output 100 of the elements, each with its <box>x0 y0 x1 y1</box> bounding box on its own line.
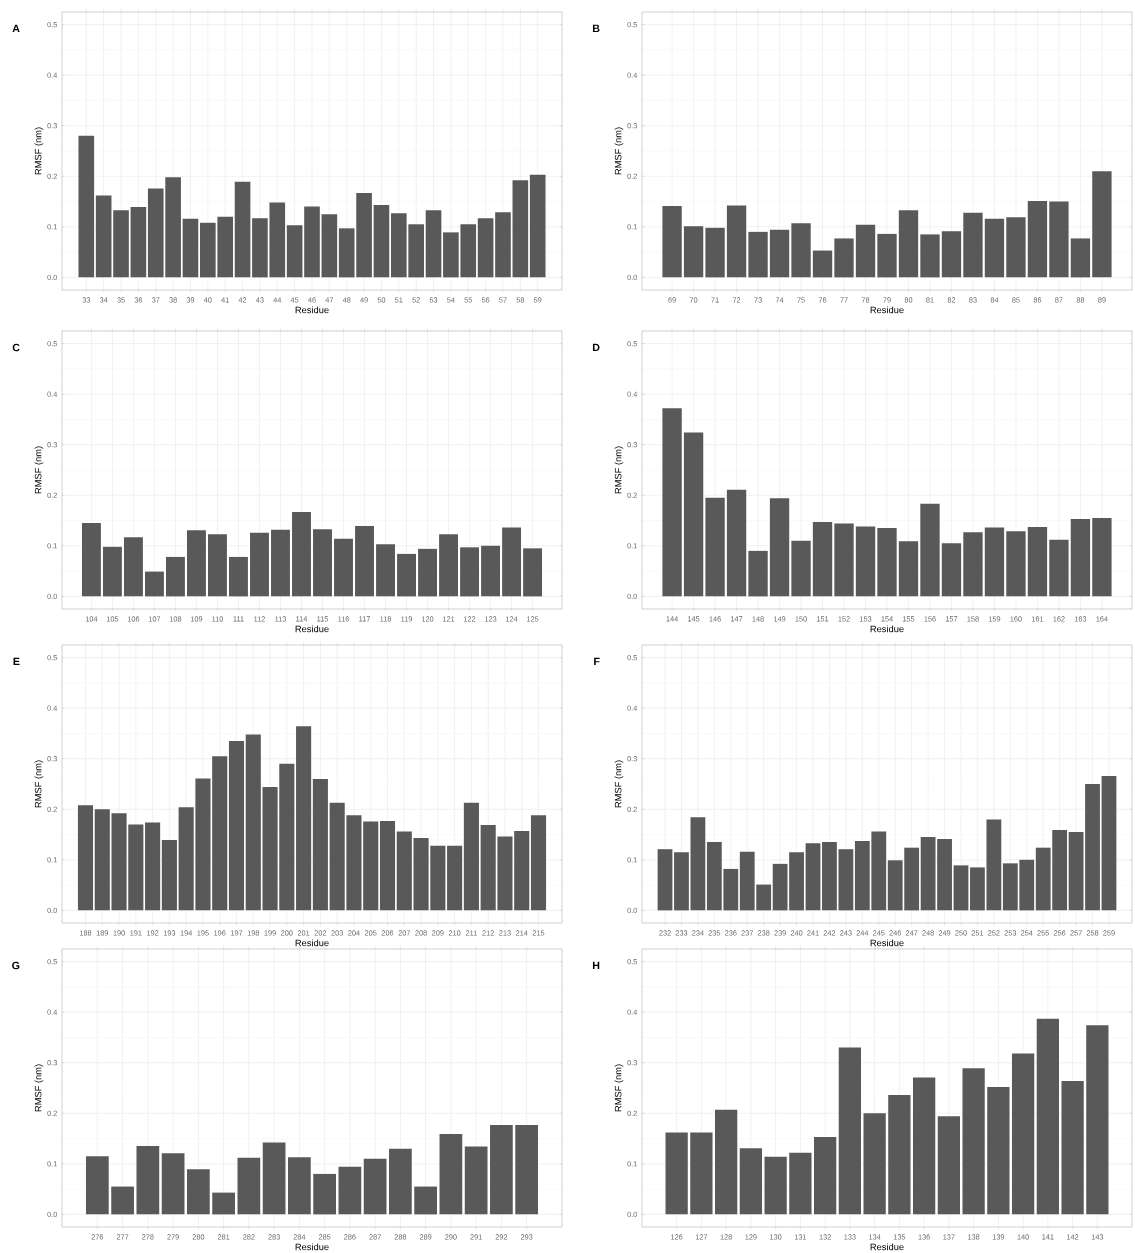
bar <box>464 1146 488 1215</box>
bar <box>863 1113 886 1215</box>
bar <box>396 831 412 911</box>
bar <box>877 528 897 597</box>
bar <box>304 206 320 278</box>
bar <box>838 1047 862 1215</box>
x-axis-title: Residue <box>295 939 329 947</box>
text: D <box>592 343 600 352</box>
bar <box>888 1095 911 1215</box>
x-axis-title: Residue <box>870 306 904 314</box>
x-axis-title: Residue <box>870 625 904 633</box>
bar <box>77 805 94 911</box>
bar <box>379 820 396 911</box>
bar <box>1061 1080 1084 1215</box>
bar <box>321 214 338 278</box>
bar <box>1011 1053 1035 1215</box>
bar <box>1086 1025 1109 1215</box>
bar <box>963 212 983 278</box>
text: C <box>12 343 20 352</box>
bar <box>683 226 704 278</box>
bar <box>1092 171 1112 278</box>
bar <box>78 135 95 278</box>
y-axis-title: RMSF (nm) <box>614 127 624 175</box>
bar <box>102 546 122 597</box>
bar <box>182 218 199 278</box>
bar <box>1070 519 1091 597</box>
bar <box>662 408 682 597</box>
bar <box>1006 217 1026 278</box>
bar <box>286 225 303 278</box>
bar <box>161 840 177 911</box>
bar <box>657 849 673 911</box>
bar <box>813 1137 837 1215</box>
bar <box>515 1124 539 1215</box>
bar <box>136 1146 160 1215</box>
bar <box>1027 527 1048 597</box>
x-axis-title: Residue <box>295 1243 329 1251</box>
bar <box>1006 531 1026 597</box>
bar <box>355 526 374 597</box>
text: H <box>592 961 600 970</box>
bar <box>234 181 251 278</box>
bar <box>228 741 245 911</box>
text: G <box>12 961 20 970</box>
bar <box>439 534 459 597</box>
bar <box>898 541 919 597</box>
bar <box>912 1077 936 1215</box>
bar <box>963 532 983 597</box>
bar <box>490 1124 513 1215</box>
bar <box>418 548 437 597</box>
bar <box>877 233 897 278</box>
bar <box>165 556 185 597</box>
bar <box>941 543 962 597</box>
y-axis-title: RMSF (nm) <box>34 127 44 175</box>
bar <box>512 180 529 278</box>
bar <box>130 207 147 278</box>
bar <box>481 545 501 597</box>
bar <box>937 1116 960 1215</box>
text: A <box>12 24 20 33</box>
bar <box>373 205 390 278</box>
bar <box>212 1192 235 1215</box>
y-axis-title: RMSF (nm) <box>614 1064 624 1112</box>
bar <box>715 1109 738 1215</box>
bar <box>898 210 919 278</box>
bar <box>690 1132 713 1215</box>
bar <box>962 1068 985 1215</box>
bar <box>439 1133 463 1215</box>
bar <box>313 1173 336 1215</box>
bar <box>690 817 706 911</box>
y-axis-title: RMSF (nm) <box>34 446 44 494</box>
bar <box>1027 201 1048 278</box>
bar <box>1068 832 1084 911</box>
bar <box>111 1186 134 1215</box>
bar <box>288 1157 311 1215</box>
bar <box>769 229 790 278</box>
y-axis-title: RMSF (nm) <box>34 760 44 808</box>
bar <box>953 865 969 911</box>
x-axis-title: Residue <box>870 1243 904 1251</box>
x-axis-title: Residue <box>295 625 329 633</box>
bar <box>769 498 790 597</box>
text: F <box>594 657 600 666</box>
bar <box>987 1086 1010 1215</box>
bar <box>187 530 206 597</box>
bar <box>705 497 725 597</box>
bar <box>463 802 479 911</box>
bar <box>705 227 725 278</box>
bar <box>363 821 379 911</box>
bar <box>250 532 269 597</box>
bar <box>229 556 248 597</box>
bar <box>81 523 101 597</box>
bar <box>495 212 511 278</box>
bar <box>312 778 328 911</box>
x-axis-title: Residue <box>295 306 329 314</box>
bar <box>1036 1018 1059 1215</box>
bar <box>1085 783 1100 911</box>
y-axis-title: RMSF (nm) <box>614 760 624 808</box>
bar <box>1092 518 1112 597</box>
bar <box>683 432 704 597</box>
y-axis-title: RMSF (nm) <box>34 1064 44 1112</box>
bar <box>791 540 811 597</box>
bar <box>812 522 833 597</box>
bar <box>123 537 143 597</box>
